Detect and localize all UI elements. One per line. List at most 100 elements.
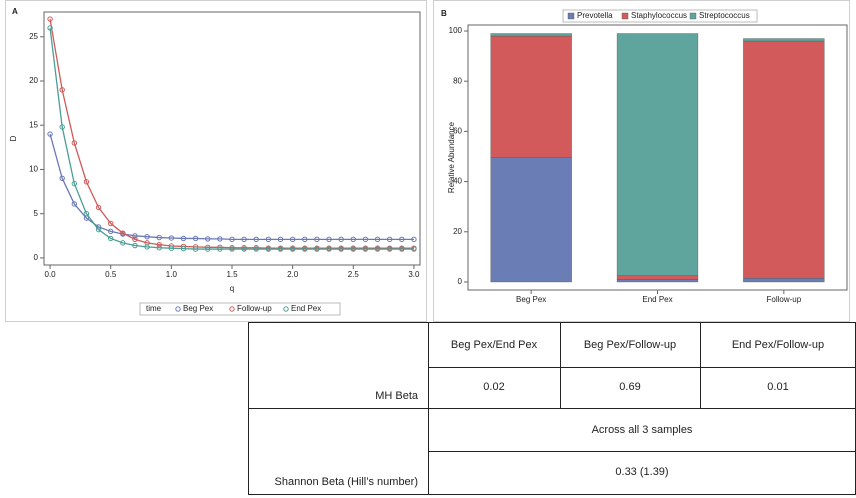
- data-point: [253, 236, 259, 243]
- data-point: [71, 140, 78, 146]
- data-point: [180, 245, 187, 252]
- data-point: [132, 236, 138, 243]
- bar-segment: [490, 35, 572, 158]
- legend-box: [562, 9, 758, 23]
- data-point: [47, 16, 53, 22]
- data-point: [277, 246, 284, 252]
- y-tick-label: 0: [34, 253, 39, 262]
- legend-swatch: [621, 12, 629, 20]
- column-header: End Pex/Follow-up: [732, 339, 824, 351]
- series-line: [49, 18, 414, 249]
- data-point: [362, 246, 369, 252]
- table: [248, 322, 856, 495]
- data-point: [95, 204, 102, 211]
- y-tick-label: 80: [453, 76, 462, 85]
- series-line: [49, 27, 414, 250]
- legend-swatch: [567, 12, 575, 20]
- data-point: [314, 246, 320, 252]
- legend-box: [139, 302, 341, 316]
- cell: 0.02: [483, 381, 504, 393]
- x-tick-label: 1.0: [166, 270, 178, 279]
- data-point: [132, 233, 138, 239]
- bar-segment: [616, 279, 699, 283]
- y-axis-label: D: [9, 135, 18, 141]
- x-tick-label: 2.5: [348, 270, 360, 279]
- data-point: [289, 246, 296, 252]
- data-point: [205, 236, 211, 242]
- legend-label: Staphylococcus: [631, 11, 687, 20]
- x-axis-label: q: [230, 284, 234, 293]
- data-point: [217, 236, 223, 242]
- legend-swatch: [689, 12, 697, 20]
- data-point: [411, 246, 417, 252]
- data-point: [326, 246, 332, 252]
- data-point: [168, 245, 175, 251]
- data-point: [241, 246, 247, 252]
- y-tick-label: 15: [29, 120, 38, 129]
- data-point: [156, 245, 162, 251]
- legend-marker: [283, 306, 289, 312]
- data-point: [132, 242, 138, 249]
- panel-label: B: [441, 9, 447, 18]
- y-tick-label: 100: [449, 26, 463, 35]
- y-tick-label: 40: [453, 177, 462, 186]
- column-header: Beg Pex/Follow-up: [584, 339, 676, 351]
- legend-label: Beg Pex: [183, 304, 213, 313]
- data-point: [120, 230, 126, 236]
- bar-segment: [616, 33, 699, 276]
- legend-label: Prevotella: [577, 11, 613, 20]
- y-tick-label: 20: [29, 76, 38, 85]
- data-point: [217, 246, 223, 252]
- data-point: [108, 220, 114, 227]
- bar-segment: [743, 38, 825, 42]
- y-tick-label: 25: [29, 32, 38, 41]
- cell: 0.69: [619, 381, 640, 393]
- y-tick-label: 5: [34, 209, 39, 218]
- data-point: [229, 236, 235, 243]
- y-tick-label: 60: [453, 127, 462, 136]
- cell: 0.33 (1.39): [615, 466, 668, 478]
- data-point: [338, 236, 344, 243]
- data-point: [180, 235, 187, 242]
- data-point: [265, 246, 272, 252]
- bar-segment: [490, 33, 572, 37]
- table-text: Beg Pex/End Pex Beg Pex/Follow-up End Pe…: [275, 339, 825, 488]
- bar-segment: [743, 40, 825, 279]
- data-point: [205, 246, 211, 252]
- bar-segment: [743, 278, 825, 283]
- legend-label: Follow-up: [237, 304, 272, 313]
- data-point: [289, 236, 296, 243]
- column-header: Beg Pex/End Pex: [451, 339, 538, 351]
- y-tick-label: 0: [458, 277, 463, 286]
- data-point: [47, 131, 53, 137]
- data-point: [411, 236, 417, 243]
- x-tick-label: 1.5: [226, 270, 238, 279]
- x-tick-label: Beg Pex: [516, 295, 546, 304]
- data-point: [59, 124, 65, 130]
- data-point: [192, 235, 199, 242]
- data-point: [399, 236, 405, 243]
- legend-label: Streptococcus: [699, 11, 750, 20]
- data-point: [83, 210, 90, 217]
- data-point: [83, 179, 90, 185]
- panel-label: A: [12, 7, 18, 16]
- data-point: [374, 236, 381, 243]
- x-tick-label: 3.0: [408, 270, 420, 279]
- bar-segment: [616, 275, 699, 280]
- data-point: [241, 236, 247, 243]
- cell: 0.01: [767, 381, 788, 393]
- data-point: [108, 228, 114, 235]
- y-tick-label: 20: [453, 227, 462, 236]
- bar-segment: [490, 157, 572, 283]
- data-point: [95, 226, 102, 233]
- data-point: [350, 246, 356, 252]
- y-tick-label: 10: [29, 165, 38, 174]
- data-point: [302, 246, 308, 252]
- data-point: [350, 236, 356, 243]
- row-label: MH Beta: [375, 390, 419, 402]
- legend-title: time: [146, 304, 162, 313]
- data-point: [338, 246, 344, 252]
- x-tick-label: 0.0: [45, 270, 57, 279]
